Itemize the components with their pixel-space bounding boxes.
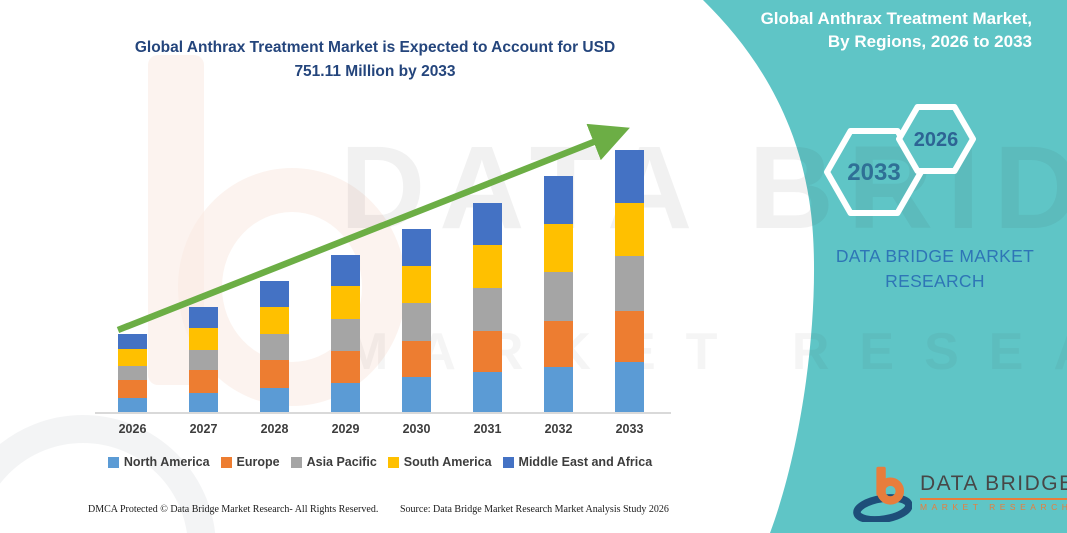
- bar-segment-middle-east-and-africa-2032: [544, 176, 573, 225]
- legend-swatch-icon: [387, 456, 399, 468]
- x-axis-label-2026: 2026: [118, 422, 147, 436]
- bar-segment-middle-east-and-africa-2029: [331, 255, 360, 287]
- legend-item-middle-east-and-africa: Middle East and Africa: [502, 455, 653, 469]
- hexagon-2026-label: 2026: [914, 129, 959, 151]
- bar-segment-europe-2029: [331, 350, 360, 383]
- panel-title-line1: Global Anthrax Treatment Market,: [760, 9, 1032, 28]
- bar-segment-asia-pacific-2033: [615, 256, 644, 312]
- bar-segment-europe-2031: [473, 330, 502, 373]
- legend-item-north-america: North America: [107, 455, 210, 469]
- chart-title-line2: 751.11 Million by 2033: [294, 63, 456, 81]
- bar-segment-asia-pacific-2031: [473, 287, 502, 331]
- bar-segment-asia-pacific-2030: [402, 303, 431, 341]
- legend-item-europe: Europe: [220, 455, 280, 469]
- bar-segment-south-america-2030: [402, 265, 431, 304]
- stacked-bar-2029: [331, 255, 360, 412]
- bar-segment-middle-east-and-africa-2026: [118, 333, 147, 349]
- bar-segment-north-america-2029: [331, 382, 360, 412]
- chart-title-line1: Global Anthrax Treatment Market is Expec…: [134, 39, 616, 56]
- legend-label: Middle East and Africa: [518, 455, 653, 469]
- footer-dmca-text: DMCA Protected © Data Bridge Market Rese…: [88, 504, 379, 515]
- x-axis-label-2031: 2031: [473, 422, 502, 436]
- bar-segment-middle-east-and-africa-2031: [473, 202, 502, 245]
- bar-segment-middle-east-and-africa-2030: [402, 228, 431, 266]
- brand-name-text: DATA BRIDGE MARKET RESEARCH: [835, 246, 1035, 292]
- bar-segment-middle-east-and-africa-2028: [260, 281, 289, 308]
- bar-segment-europe-2033: [615, 311, 644, 363]
- bar-segment-europe-2030: [402, 340, 431, 378]
- bar-segment-asia-pacific-2032: [544, 271, 573, 321]
- x-axis-labels: 2026 2027 2028 2029 2030 2031 2032 2033: [95, 422, 671, 440]
- bar-segment-middle-east-and-africa-2027: [189, 307, 218, 328]
- dbmr-logo: DATA BRIDGE MARKET RESEARCH: [852, 462, 1067, 522]
- hexagon-2033-label: 2033: [847, 159, 900, 186]
- bar-segment-europe-2026: [118, 379, 147, 399]
- legend-label: Europe: [236, 455, 280, 469]
- hexagon-2026: [896, 104, 976, 174]
- x-axis-label-2033: 2033: [615, 422, 644, 436]
- bar-segment-asia-pacific-2026: [118, 366, 147, 380]
- x-axis-label-2029: 2029: [331, 422, 360, 436]
- footer-source-text: Source: Data Bridge Market Research Mark…: [400, 504, 669, 515]
- stacked-bar-2030: [402, 228, 431, 412]
- legend-swatch-icon: [290, 456, 302, 468]
- bar-segment-north-america-2030: [402, 377, 431, 412]
- legend-swatch-icon: [502, 456, 514, 468]
- dbmr-logo-subtitle: MARKET RESEARCH: [920, 502, 1067, 512]
- bar-segment-north-america-2032: [544, 367, 573, 412]
- panel-title: Global Anthrax Treatment Market, By Regi…: [702, 8, 1032, 54]
- bar-segment-south-america-2029: [331, 286, 360, 319]
- panel-title-line2: By Regions, 2026 to 2033: [827, 31, 1032, 51]
- bar-segment-south-america-2028: [260, 307, 289, 335]
- bar-chart-plot-area: [95, 125, 671, 414]
- legend-swatch-icon: [107, 456, 119, 468]
- bar-segment-north-america-2026: [118, 398, 147, 412]
- legend-item-south-america: South America: [387, 455, 492, 469]
- chart-title: Global Anthrax Treatment Market is Expec…: [85, 36, 665, 84]
- bar-segment-north-america-2028: [260, 387, 289, 412]
- bar-segment-south-america-2026: [118, 348, 147, 366]
- bar-segment-south-america-2032: [544, 224, 573, 272]
- bar-segment-south-america-2031: [473, 244, 502, 288]
- bar-segment-asia-pacific-2028: [260, 334, 289, 361]
- stacked-bar-2031: [473, 202, 502, 412]
- legend-label: North America: [123, 455, 210, 469]
- stacked-bar-2033: [615, 150, 644, 412]
- stacked-bar-2028: [260, 281, 289, 412]
- bar-segment-europe-2027: [189, 370, 218, 393]
- bar-segment-north-america-2033: [615, 362, 644, 412]
- bar-segment-middle-east-and-africa-2033: [615, 150, 644, 204]
- dbmr-logo-text: DATA BRIDGE MARKET RESEARCH: [920, 472, 1067, 512]
- legend-item-asia-pacific: Asia Pacific: [290, 455, 377, 469]
- legend-label: South America: [403, 455, 492, 469]
- stacked-bar-2027: [189, 307, 218, 412]
- teal-panel-shape: [703, 0, 1067, 533]
- legend-label: Asia Pacific: [306, 455, 377, 469]
- logo-b-bowl: [876, 477, 905, 505]
- dbmr-logo-icon: [853, 466, 912, 522]
- dbmr-logo-divider: [920, 498, 1067, 500]
- bar-segment-north-america-2027: [189, 392, 218, 412]
- x-axis-label-2028: 2028: [260, 422, 289, 436]
- bar-segment-europe-2032: [544, 320, 573, 368]
- bar-segment-asia-pacific-2027: [189, 350, 218, 371]
- bar-segment-asia-pacific-2029: [331, 318, 360, 351]
- bar-segment-europe-2028: [260, 360, 289, 388]
- stacked-bar-2032: [544, 176, 573, 412]
- stacked-bar-2026: [118, 333, 147, 412]
- hexagon-badges: 2033 2026: [824, 104, 976, 216]
- bar-segment-south-america-2027: [189, 327, 218, 351]
- bar-segment-north-america-2031: [473, 372, 502, 412]
- x-axis-label-2030: 2030: [402, 422, 431, 436]
- dbmr-logo-name: DATA BRIDGE: [920, 472, 1067, 495]
- legend-swatch-icon: [220, 456, 232, 468]
- chart-legend: North America Europe Asia Pacific South Ame…: [80, 455, 680, 469]
- bar-segment-south-america-2033: [615, 203, 644, 257]
- x-axis-label-2032: 2032: [544, 422, 573, 436]
- x-axis-label-2027: 2027: [189, 422, 218, 436]
